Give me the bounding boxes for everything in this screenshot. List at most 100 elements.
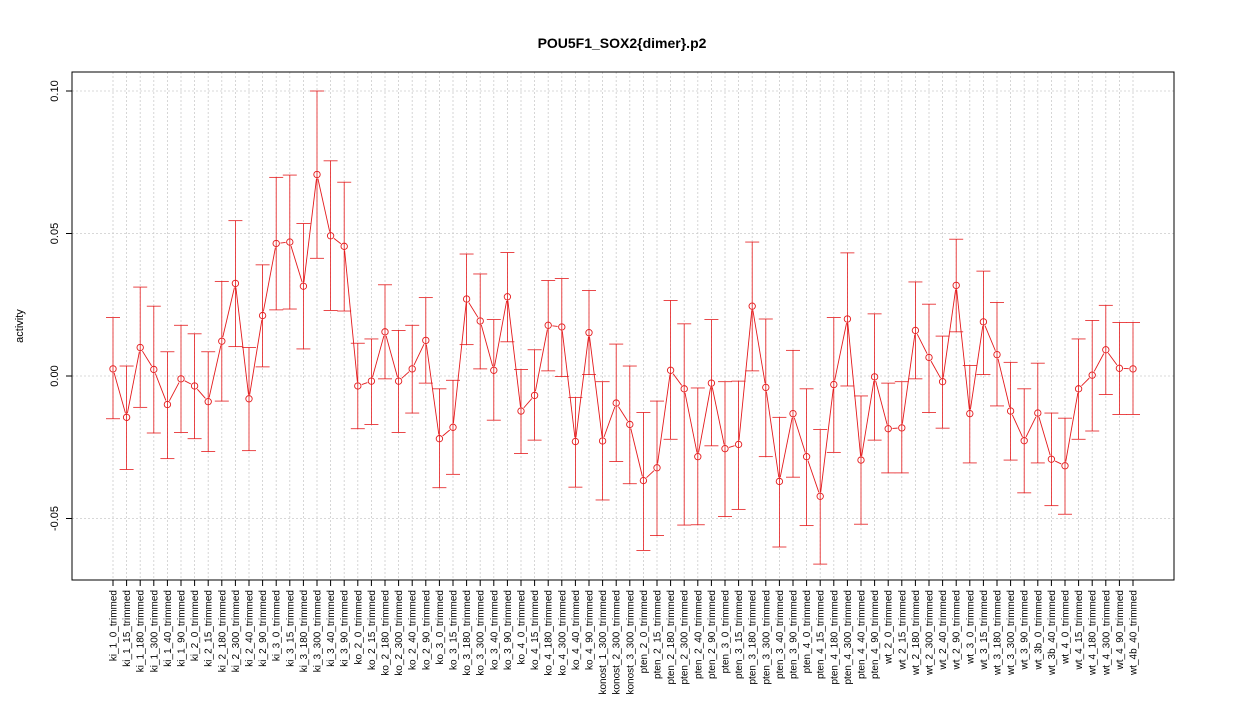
series-segment	[820, 388, 834, 493]
series-segment	[1081, 377, 1090, 387]
x-tick-label: ki_3_15_trimmed	[285, 590, 296, 667]
data-point	[707, 379, 716, 387]
data-point	[286, 238, 294, 246]
data-point	[530, 391, 539, 400]
x-tick-label: ko_4_0_trimmed	[517, 590, 528, 664]
data-point	[898, 424, 906, 432]
series-segment	[480, 324, 494, 367]
chart-title: POU5F1_SOX2{dimer}.p2	[538, 35, 707, 51]
data-point	[857, 456, 865, 464]
series-segment	[494, 300, 508, 367]
series-segment	[317, 178, 331, 232]
x-tick-label: pten_2_0_trimmed	[639, 590, 650, 673]
x-tick-label: ko_3_300_trimmed	[476, 590, 487, 676]
data-point	[299, 282, 308, 290]
data-point	[762, 383, 770, 392]
data-point	[1006, 407, 1015, 415]
x-tick-label: ko_2_0_trimmed	[353, 590, 364, 664]
y-tick-label: 0.10	[49, 80, 61, 101]
data-point	[585, 329, 593, 337]
data-point	[721, 445, 729, 453]
data-point	[258, 311, 267, 320]
x-tick-label: ko_2_40_trimmed	[408, 590, 419, 670]
data-point	[422, 336, 430, 345]
x-tick-label: pten_3_300_trimmed	[761, 590, 772, 685]
data-point	[1074, 385, 1083, 393]
series-segment	[442, 429, 451, 437]
series-segment	[1065, 392, 1079, 462]
data-point	[558, 323, 566, 331]
series-segment	[385, 335, 398, 378]
x-tick-label: wt_3_15_trimmed	[979, 590, 990, 670]
series-segment	[916, 333, 928, 354]
x-tick-label: pten_4_300_trimmed	[843, 590, 854, 685]
series-segment	[534, 329, 548, 392]
data-point	[680, 385, 688, 393]
series-segment	[956, 289, 970, 410]
x-tick-label: konost_1_300_trimmed	[598, 590, 609, 695]
data-point	[218, 337, 226, 345]
series-segment	[452, 303, 467, 424]
x-tick-label: ko_2_300_trimmed	[394, 590, 405, 676]
x-tick-label: ki_3_90_trimmed	[340, 590, 351, 667]
x-tick-label: wt_3_90_trimmed	[1020, 590, 1031, 670]
data-point	[1034, 409, 1042, 417]
series-segment	[930, 360, 941, 379]
data-point	[653, 464, 661, 472]
data-point	[408, 365, 416, 373]
series-segment	[646, 470, 655, 479]
x-tick-label: ki_1_15_trimmed	[122, 590, 133, 667]
x-tick-label: pten_4_15_trimmed	[816, 590, 827, 679]
x-tick-label: ki_1_180_trimmed	[136, 590, 147, 672]
series-segment	[142, 350, 152, 367]
x-tick-label: ko_3_90_trimmed	[503, 590, 514, 670]
data-point	[816, 492, 824, 500]
x-tick-label: ko_4_300_trimmed	[557, 590, 568, 676]
x-tick-label: pten_2_90_trimmed	[707, 590, 718, 679]
x-tick-label: ki_1_40_trimmed	[163, 590, 174, 667]
series-segment	[575, 336, 589, 438]
data-point	[884, 425, 892, 433]
y-tick-label: -0.05	[49, 506, 61, 531]
data-point	[354, 382, 362, 390]
series-segment	[698, 387, 712, 453]
series-segment	[942, 289, 957, 378]
x-tick-label: pten_3_0_trimmed	[721, 590, 732, 673]
data-point	[245, 395, 253, 403]
x-tick-label: ko_3_0_trimmed	[435, 590, 446, 664]
data-point	[952, 281, 960, 290]
data-point	[911, 326, 920, 335]
series-segment	[280, 242, 286, 244]
series-segment	[523, 398, 533, 409]
data-point	[626, 420, 634, 429]
data-point	[462, 295, 471, 303]
x-tick-label: pten_3_180_trimmed	[748, 590, 759, 685]
x-tick-label: pten_2_300_trimmed	[680, 590, 691, 685]
data-point	[340, 242, 348, 250]
series-segment	[834, 323, 847, 381]
x-tick-label: ki_2_90_trimmed	[258, 590, 269, 667]
x-tick-label: ki_2_15_trimmed	[204, 590, 215, 667]
x-tick-label: ko_2_180_trimmed	[381, 590, 392, 676]
x-tick-label: ko_4_180_trimmed	[544, 590, 555, 676]
data-point	[925, 353, 933, 362]
data-point	[571, 437, 580, 446]
series-segment	[222, 287, 235, 338]
data-point	[830, 380, 838, 389]
x-tick-label: wt_3b_40_trimmed	[1047, 590, 1058, 676]
series-segment	[126, 351, 140, 414]
data-point	[639, 476, 648, 485]
series-segment	[235, 287, 249, 395]
series-segment	[208, 345, 222, 398]
x-tick-label: wt_2_0_trimmed	[884, 590, 895, 665]
y-axis: -0.05 0.00 0.05 0.10	[49, 80, 72, 531]
series-segment	[303, 178, 317, 283]
y-axis-label: activity	[14, 309, 26, 343]
data-point	[1061, 462, 1069, 470]
x-tick-label: ki_2_0_trimmed	[190, 590, 201, 661]
data-point	[136, 343, 144, 352]
x-tick-label: wt_3_0_trimmed	[965, 590, 976, 665]
x-tick-label: wt_4_300_trimmed	[1101, 590, 1112, 676]
x-tick-label: pten_4_0_trimmed	[802, 590, 813, 673]
